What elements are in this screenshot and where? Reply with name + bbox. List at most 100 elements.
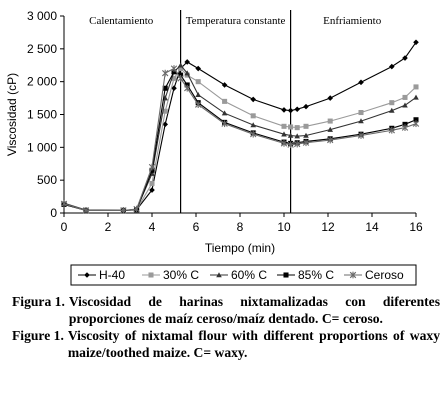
data-point <box>413 39 419 46</box>
data-point <box>250 96 256 103</box>
data-point <box>221 82 228 88</box>
legend-marker <box>84 272 90 278</box>
data-point <box>162 108 168 114</box>
x-tick-label: 12 <box>321 220 335 234</box>
phase-regions: Calentamiento Temperatura constante Enfria… <box>89 10 382 213</box>
legend-label: 60% C <box>231 268 267 282</box>
legend-marker <box>349 271 357 279</box>
legend-label: H-40 <box>99 268 125 282</box>
series-60-c <box>61 62 419 213</box>
data-point <box>82 207 90 214</box>
y-tick-label: 2 000 <box>27 75 57 89</box>
y-axis-label: Viscosidad (cP) <box>5 73 19 156</box>
data-point <box>177 62 184 68</box>
caption-en-text: Viscosity of nixtamal flour with differe… <box>67 328 440 360</box>
data-point <box>184 84 191 92</box>
data-point <box>281 123 287 129</box>
series-line <box>63 67 417 211</box>
data-point <box>195 101 202 109</box>
data-point <box>250 113 256 119</box>
data-point <box>120 207 127 214</box>
data-point <box>221 110 228 116</box>
data-point <box>402 102 408 108</box>
data-point <box>302 139 310 147</box>
legend-item: Ceroso <box>344 268 404 282</box>
data-point <box>288 124 294 130</box>
data-point <box>327 126 333 132</box>
data-point <box>222 98 228 104</box>
phase-label: Enfriamiento <box>323 15 382 27</box>
data-point <box>250 122 256 128</box>
data-point <box>184 70 190 76</box>
x-tick-label: 14 <box>365 220 379 234</box>
data-point <box>294 140 301 148</box>
series-line <box>63 67 417 211</box>
data-point <box>133 205 140 213</box>
data-point <box>357 132 365 139</box>
data-point <box>170 65 178 72</box>
legend-item: 30% C <box>142 268 199 282</box>
data-point <box>294 106 300 113</box>
legend-marker <box>148 272 154 278</box>
data-point <box>60 200 68 208</box>
data-point <box>162 69 169 77</box>
legend-marker <box>283 272 289 278</box>
data-point <box>303 103 309 110</box>
data-point <box>412 120 420 128</box>
legend: H-40 30% C 60% C 85% C Ceroso <box>70 264 417 286</box>
data-point <box>281 131 287 137</box>
data-point <box>303 132 309 138</box>
y-tick-label: 500 <box>37 173 57 187</box>
data-point <box>294 133 300 139</box>
data-point <box>327 136 334 144</box>
data-point <box>402 94 408 100</box>
data-point <box>303 123 309 129</box>
x-tick-label: 16 <box>409 220 423 234</box>
data-point <box>162 85 168 91</box>
series-lines <box>60 39 420 214</box>
legend-label: 30% C <box>163 268 199 282</box>
legend-item: H-40 <box>78 268 125 282</box>
data-point <box>358 118 364 124</box>
legend-box <box>70 264 417 286</box>
tick-labels: 0 500 1 000 1 500 2 000 2 500 3 000 0 2 4 6 8 10 12 14… <box>27 9 423 234</box>
y-tick-label: 1 000 <box>27 140 57 154</box>
x-axis-label: Tiempo (min) <box>205 241 275 255</box>
phase-label: Temperatura constante <box>186 15 286 27</box>
data-point <box>178 66 184 72</box>
legend-item: 85% C <box>277 268 334 282</box>
data-point <box>162 121 168 128</box>
data-point <box>389 107 395 113</box>
data-point <box>358 79 364 86</box>
data-point <box>413 94 419 100</box>
caption-es-text: Viscosidad de harinas nixtamalizadas con… <box>68 294 440 326</box>
data-point <box>402 55 408 61</box>
legend-item: 60% C <box>210 268 267 282</box>
series-30-c <box>61 66 419 213</box>
data-point <box>149 180 155 186</box>
data-point <box>389 63 395 70</box>
data-point <box>171 85 177 92</box>
series-h-40 <box>61 39 419 214</box>
legend-label: 85% C <box>298 268 334 282</box>
data-point <box>195 79 201 85</box>
data-point <box>287 107 294 114</box>
data-point <box>389 100 395 106</box>
x-tick-label: 2 <box>105 220 112 234</box>
series-line <box>63 41 417 211</box>
data-point <box>280 140 288 147</box>
y-tick-label: 3 000 <box>27 9 57 23</box>
data-point <box>287 132 294 138</box>
series-85-c <box>61 69 419 213</box>
data-point <box>358 110 364 116</box>
legend-marker <box>216 272 222 278</box>
data-point <box>195 92 201 98</box>
data-point <box>221 120 228 128</box>
caption-es-label: Figura 1. <box>12 294 65 309</box>
x-tick-label: 10 <box>277 220 291 234</box>
data-point <box>413 117 419 123</box>
data-point <box>177 75 184 82</box>
legend-label: Ceroso <box>365 268 404 282</box>
data-point <box>171 75 177 81</box>
viscosity-chart: 0 500 1 000 1 500 2 000 2 500 3 000 0 2 4 6 8 10 12 14… <box>5 9 423 286</box>
